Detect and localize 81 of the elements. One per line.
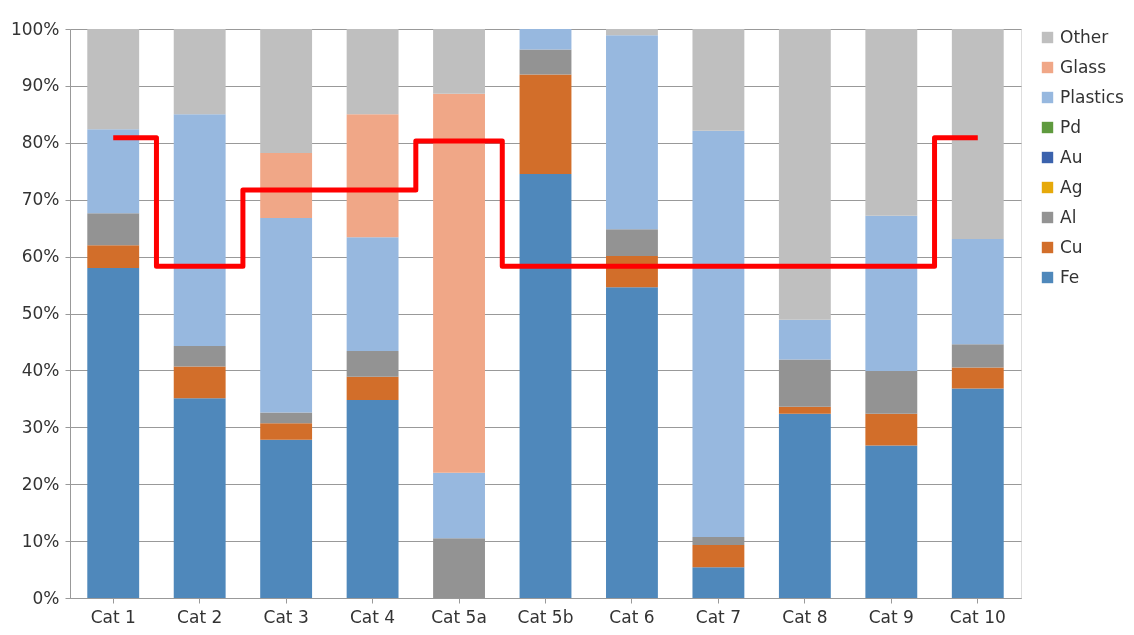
bar <box>606 287 658 598</box>
y-tick-label: 10% <box>21 530 60 551</box>
y-tick-label: 60% <box>21 246 60 267</box>
y-tick-label: 40% <box>21 359 60 380</box>
bar <box>519 74 572 175</box>
bar <box>865 370 918 414</box>
bar <box>346 114 399 238</box>
bar <box>346 237 399 352</box>
bar <box>606 229 658 257</box>
x-tick-label: Cat 7 <box>695 606 741 627</box>
y-tick-label: 70% <box>21 189 60 210</box>
bar <box>260 412 313 424</box>
x-tick-label: Cat 4 <box>350 606 396 627</box>
bar <box>692 29 745 131</box>
bar <box>433 29 485 94</box>
y-tick-label: 0% <box>32 587 60 608</box>
x-tick-label: Cat 10 <box>949 606 1006 627</box>
legend-label: Ag <box>1060 176 1083 197</box>
bar <box>173 398 226 598</box>
y-tick-label: 80% <box>21 132 60 153</box>
bar <box>519 49 572 75</box>
bar <box>260 439 313 598</box>
bar <box>865 413 918 446</box>
bar <box>173 345 226 367</box>
legend-label: Glass <box>1060 56 1107 77</box>
legend-label: Al <box>1060 206 1077 227</box>
bar <box>951 238 1004 345</box>
y-tick-label: 20% <box>21 473 60 494</box>
legend-label: Fe <box>1060 266 1080 287</box>
bar <box>433 472 485 539</box>
bar <box>865 445 918 598</box>
bar <box>87 29 140 130</box>
legend-label: Plastics <box>1060 86 1124 107</box>
x-tick-label: Cat 9 <box>868 606 914 627</box>
legend-label: Cu <box>1060 236 1083 257</box>
bar <box>692 567 745 598</box>
bar <box>778 406 831 414</box>
x-tick-label: Cat 8 <box>782 606 828 627</box>
bar <box>778 413 831 598</box>
bar <box>87 213 140 246</box>
x-tick-label: Cat 1 <box>90 606 136 627</box>
bar <box>173 366 226 399</box>
bar <box>865 29 918 216</box>
x-tick-label: Cat 5b <box>517 606 574 627</box>
x-tick-label: Cat 2 <box>177 606 223 627</box>
legend-label: Other <box>1060 26 1109 47</box>
bar <box>87 129 140 214</box>
bar <box>260 153 313 218</box>
bar <box>260 29 313 154</box>
bar <box>87 267 140 598</box>
bar <box>173 114 226 346</box>
bar <box>951 367 1004 389</box>
bar <box>951 29 1004 239</box>
bar <box>173 29 226 115</box>
x-tick-label: Cat 3 <box>263 606 309 627</box>
bar <box>865 215 918 371</box>
bar <box>692 130 745 538</box>
y-tick-label: 90% <box>21 75 60 96</box>
bar <box>951 344 1004 368</box>
bar <box>692 545 745 568</box>
bar <box>519 29 572 50</box>
bar <box>433 93 485 473</box>
bar <box>346 399 399 598</box>
bar <box>260 423 313 440</box>
bar <box>87 245 140 268</box>
bar <box>260 217 313 413</box>
y-tick-label: 50% <box>21 303 60 323</box>
bar <box>606 29 658 36</box>
bar <box>346 29 399 115</box>
x-tick-label: Cat 5a <box>431 606 487 627</box>
bar <box>951 388 1004 598</box>
bar <box>606 35 658 230</box>
legend-label: Pd <box>1060 116 1082 137</box>
bar <box>778 319 831 360</box>
y-tick-label: 100% <box>10 18 60 39</box>
bar <box>519 174 572 598</box>
bar <box>778 29 831 320</box>
y-tick-label: 30% <box>21 416 60 437</box>
bar <box>346 376 399 400</box>
x-tick-label: Cat 6 <box>609 606 655 627</box>
legend-label: Au <box>1060 146 1083 167</box>
